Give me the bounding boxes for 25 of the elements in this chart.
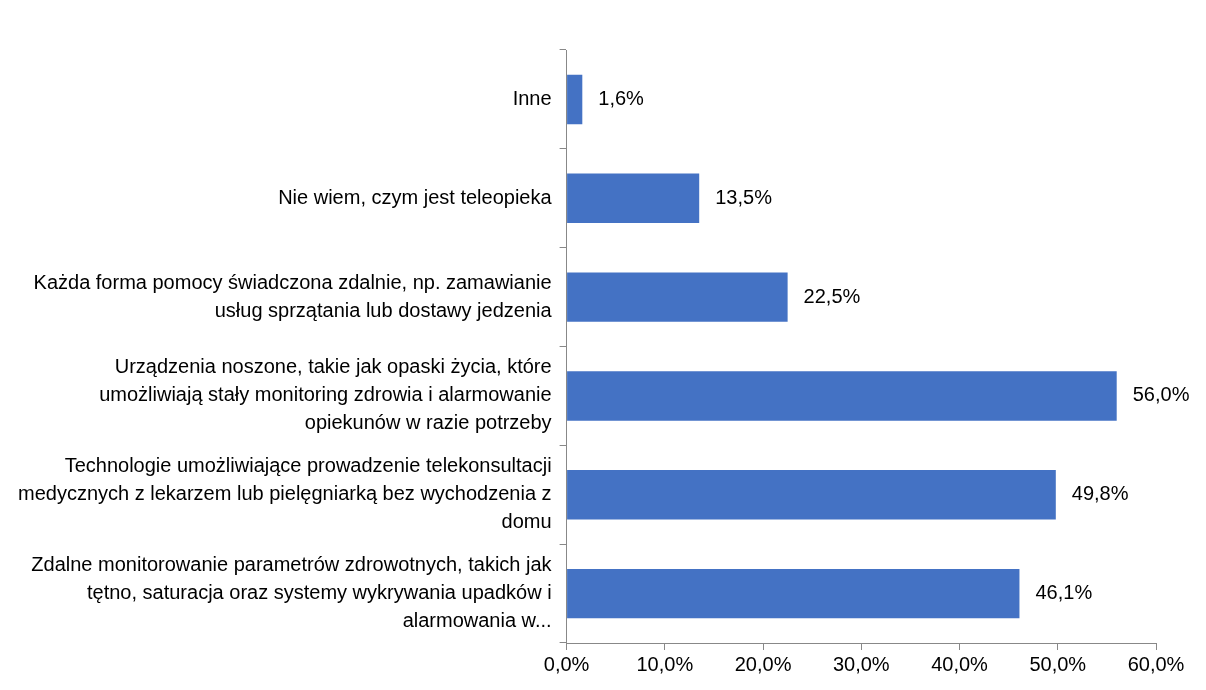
bar	[567, 74, 583, 125]
bar	[567, 568, 1020, 619]
bar	[567, 173, 700, 223]
data-label: 49,8%	[1071, 482, 1129, 505]
x-tick-label: 50,0%	[1029, 652, 1087, 675]
y-tick-label: Każda forma pomocy świadczona zdalnie, np. zamawianie usług sprzątania lub dostawy jedzenia	[33, 270, 553, 321]
x-tick-label: 10,0%	[636, 652, 694, 675]
x-tick-label: 60,0%	[1127, 652, 1185, 675]
x-tick-label: 20,0%	[734, 652, 792, 675]
y-tick-label: Nie wiem, czym jest teleopieka	[278, 185, 553, 208]
x-tick-label: 0,0%	[543, 652, 590, 675]
bar	[567, 371, 1117, 421]
x-tick-label: 40,0%	[931, 652, 989, 675]
y-tick-label: Urządzenia noszone, takie jak opaski życia, które umożliwiają stały monitoring zdrowia i alarmowanie opiekunów w razie potrzeby	[99, 355, 552, 434]
bar	[567, 470, 1056, 520]
x-tick-label: 30,0%	[832, 652, 890, 675]
y-tick-label: Inne	[512, 86, 552, 109]
bar	[567, 272, 788, 322]
data-label: 22,5%	[803, 284, 861, 307]
data-label: 13,5%	[715, 185, 773, 208]
data-label: 56,0%	[1132, 383, 1190, 406]
data-label: 46,1%	[1035, 581, 1093, 604]
y-tick-label: Technologie umożliwiające prowadzenie telekonsultacji medycznych z lekarzem lub pielęgniarką bez wychodzenia z domu	[18, 454, 552, 533]
data-label: 1,6%	[598, 86, 645, 109]
y-tick-label: Zdalne monitorowanie parametrów zdrowotnych, takich jak tętno, saturacja oraz systemy wykrywania upadków i alarmowania w...	[31, 553, 553, 632]
